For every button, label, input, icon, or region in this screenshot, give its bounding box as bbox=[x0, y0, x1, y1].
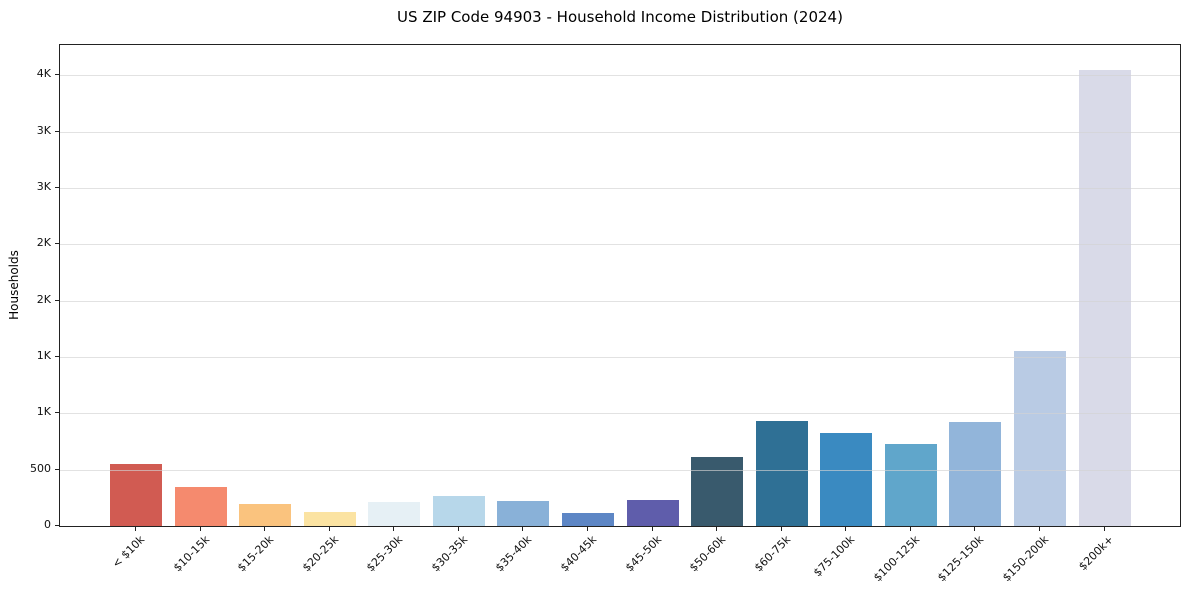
gridline bbox=[60, 244, 1180, 246]
x-tick-label: $30-35k bbox=[428, 533, 470, 575]
gridline bbox=[60, 469, 1180, 471]
bar-$20-25k bbox=[303, 511, 356, 526]
y-tick-mark bbox=[55, 74, 59, 76]
x-tick-mark bbox=[974, 527, 976, 531]
x-tick-label: $125-150k bbox=[935, 533, 987, 585]
bar-$60-75k bbox=[755, 420, 808, 526]
y-tick-mark bbox=[55, 243, 59, 245]
bar-$200k+ bbox=[1078, 69, 1131, 526]
chart-title: US ZIP Code 94903 - Household Income Dis… bbox=[397, 8, 843, 26]
x-tick-label: $20-25k bbox=[299, 533, 341, 575]
y-tick-label: 3K bbox=[36, 123, 51, 137]
x-tick-mark bbox=[457, 527, 459, 531]
x-tick-mark bbox=[780, 527, 782, 531]
y-tick-mark bbox=[55, 468, 59, 470]
x-tick-mark bbox=[1039, 527, 1040, 531]
gridline bbox=[60, 300, 1180, 302]
x-tick-label: $45-50k bbox=[622, 533, 664, 575]
bar-$40-45k bbox=[561, 512, 614, 526]
bar-$150-200k bbox=[1013, 351, 1066, 526]
bar-$45-50k bbox=[626, 500, 679, 526]
y-tick-label: 1K bbox=[36, 405, 51, 419]
y-tick-label: 1K bbox=[36, 349, 51, 362]
x-tick-label: $200k+ bbox=[1075, 533, 1116, 574]
bar-$75-100k bbox=[820, 432, 873, 526]
y-tick-mark bbox=[55, 299, 59, 301]
x-tick-mark bbox=[393, 527, 395, 531]
bar-$15-20k bbox=[239, 504, 292, 526]
bar-$50-60k bbox=[691, 456, 744, 526]
x-tick-label: $40-45k bbox=[557, 533, 600, 575]
x-tick-label: $15-20k bbox=[235, 533, 277, 575]
y-tick-label: 2K bbox=[36, 236, 51, 250]
y-tick-mark bbox=[55, 187, 59, 189]
gridline bbox=[60, 188, 1180, 190]
y-tick-mark bbox=[55, 130, 59, 132]
x-tick-mark bbox=[264, 527, 266, 531]
y-tick-mark bbox=[55, 356, 59, 357]
x-tick-label: $25-30k bbox=[364, 533, 406, 575]
x-tick-label: $35-40k bbox=[493, 533, 535, 575]
bar-$25-30k bbox=[368, 501, 421, 526]
y-tick-label: 0 bbox=[44, 518, 51, 531]
x-tick-mark bbox=[716, 527, 718, 531]
x-tick-label: < $10k bbox=[109, 533, 148, 571]
x-tick-label: $10-15k bbox=[170, 533, 212, 575]
y-axis-label: Households bbox=[7, 250, 21, 320]
bar-$30-35k bbox=[432, 495, 485, 526]
y-tick-mark bbox=[55, 412, 59, 414]
x-tick-mark bbox=[587, 527, 588, 531]
x-tick-label: $75-100k bbox=[811, 533, 858, 580]
gridline bbox=[60, 75, 1180, 77]
y-tick-label: 500 bbox=[30, 461, 51, 475]
x-tick-mark bbox=[651, 527, 653, 531]
x-tick-mark bbox=[909, 527, 911, 531]
bar-$35-40k bbox=[497, 501, 550, 526]
bar-$125-150k bbox=[949, 421, 1002, 526]
plot-area bbox=[59, 44, 1181, 527]
y-tick-label: 3K bbox=[36, 180, 51, 194]
x-tick-mark bbox=[199, 527, 201, 531]
x-tick-label: $60-75k bbox=[751, 533, 793, 575]
x-tick-label: $100-125k bbox=[870, 533, 922, 585]
gridline bbox=[60, 413, 1180, 415]
gridline bbox=[60, 357, 1180, 358]
y-tick-mark bbox=[55, 525, 59, 526]
x-tick-mark bbox=[328, 527, 330, 531]
y-tick-label: 4K bbox=[36, 67, 51, 81]
gridline bbox=[60, 131, 1180, 133]
bar-< $10k bbox=[110, 464, 162, 526]
bar-$10-15k bbox=[174, 486, 227, 526]
x-tick-label: $150-200k bbox=[1000, 533, 1052, 585]
bar-$100-125k bbox=[884, 443, 937, 526]
x-tick-mark bbox=[135, 527, 136, 531]
x-tick-mark bbox=[522, 527, 524, 531]
y-tick-label: 2K bbox=[36, 292, 51, 306]
x-tick-mark bbox=[845, 527, 847, 531]
x-tick-mark bbox=[1103, 527, 1105, 531]
x-tick-label: $50-60k bbox=[687, 533, 729, 575]
